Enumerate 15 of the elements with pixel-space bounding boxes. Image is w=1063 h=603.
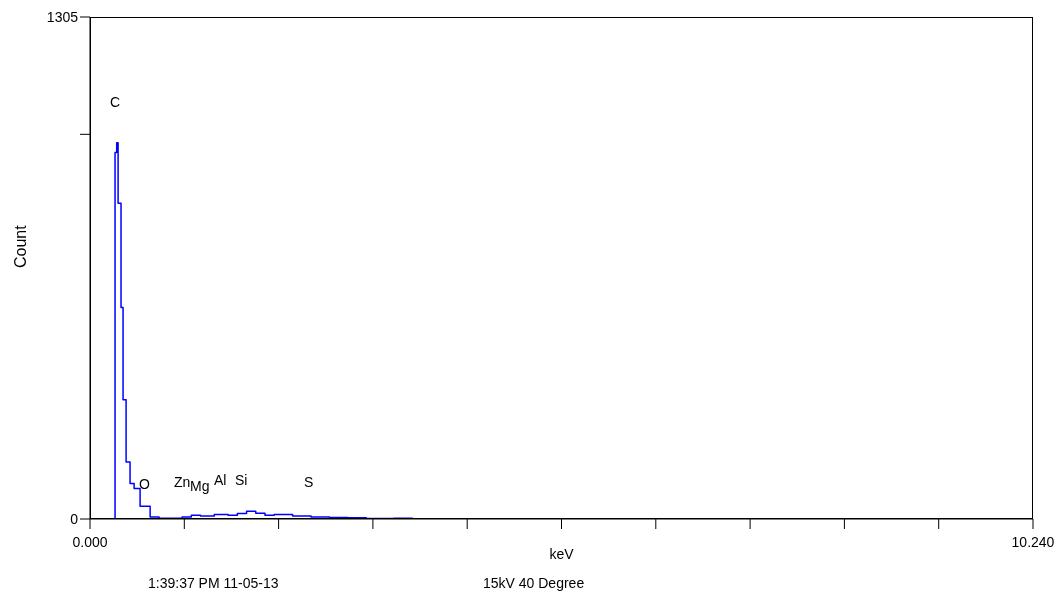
text: 15kV 40 Degree (483, 575, 585, 591)
annotation: C (110, 94, 121, 110)
annotation: S (304, 474, 314, 490)
annotation: Si (235, 472, 248, 488)
annotation: Al (214, 472, 227, 488)
y-tick-label: 0 (70, 510, 79, 527)
annotation: Zn (174, 474, 191, 490)
x-axis-title: keV (549, 545, 575, 562)
y-axis-title: Count (11, 224, 29, 268)
text: 1:39:37 PM 11-05-13 (148, 575, 279, 591)
x-tick-label: 10.240 (1011, 533, 1055, 550)
y-tick-label: 1305 (46, 8, 79, 25)
annotation: O (139, 476, 150, 492)
x-tick-label: 0.000 (72, 533, 108, 550)
annotation: Mg (190, 478, 210, 494)
